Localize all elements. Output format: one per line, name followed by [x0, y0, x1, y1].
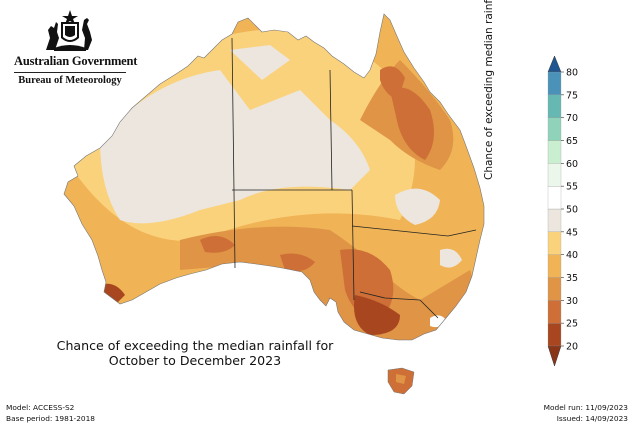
legend-tick-label: 60	[566, 159, 578, 170]
model-label: Model: ACCESS-S2	[6, 403, 75, 412]
legend-band-25	[547, 300, 562, 324]
legend-tick-label: 50	[566, 205, 578, 216]
model-run-label: Model run: 11/09/2023	[543, 403, 628, 412]
coat-of-arms-icon	[46, 10, 92, 51]
map-caption: Chance of exceeding the median rainfall …	[30, 338, 360, 368]
legend-band-30	[547, 277, 562, 301]
legend-band-50	[547, 186, 562, 210]
legend-tick-label: 25	[566, 319, 578, 330]
legend-band-40	[547, 231, 562, 255]
bom-logo: Australian Government Bureau of Meteorol…	[14, 8, 138, 86]
legend-band-20	[547, 323, 562, 347]
legend-tick-label: 30	[566, 296, 578, 307]
legend-tick-label: 55	[566, 182, 578, 193]
caption-line-1: Chance of exceeding the median rainfall …	[56, 338, 334, 353]
caption-line-2: October to December 2023	[108, 353, 282, 368]
issued-label: Issued: 14/09/2023	[556, 414, 628, 423]
legend-band-35	[547, 254, 562, 278]
legend-band-75	[547, 71, 562, 95]
tasmania	[387, 367, 415, 395]
legend-band-65	[547, 117, 562, 141]
legend-tick-label: 40	[566, 250, 578, 261]
legend-tick-label: 80	[566, 68, 578, 79]
legend-tick-label: 75	[566, 90, 578, 101]
legend-band-55	[547, 163, 562, 187]
legend-tick-label: 35	[566, 273, 578, 284]
legend-bottom-arrow	[547, 345, 562, 367]
legend-tick-label: 20	[566, 342, 578, 353]
legend-tick-label: 70	[566, 113, 578, 124]
legend-tick-label: 45	[566, 227, 578, 238]
logo-divider	[14, 72, 126, 73]
legend-band-45	[547, 208, 562, 232]
footer-right: Model run: 11/09/2023 Issued: 14/09/2023	[544, 402, 628, 424]
legend-band-60	[547, 140, 562, 164]
legend-title: Chance of exceeding median rainfall (%)	[483, 0, 496, 180]
legend-top-arrow	[547, 55, 562, 73]
agency-label: Bureau of Meteorology	[18, 75, 122, 86]
legend-band-70	[547, 94, 562, 118]
footer-left: Model: ACCESS-S2 Base period: 1981-2018	[6, 402, 95, 424]
legend-tick-label: 65	[566, 136, 578, 147]
base-period-label: Base period: 1981-2018	[6, 414, 96, 423]
state-borders	[231, 37, 477, 319]
government-label: Australian Government	[14, 54, 138, 68]
